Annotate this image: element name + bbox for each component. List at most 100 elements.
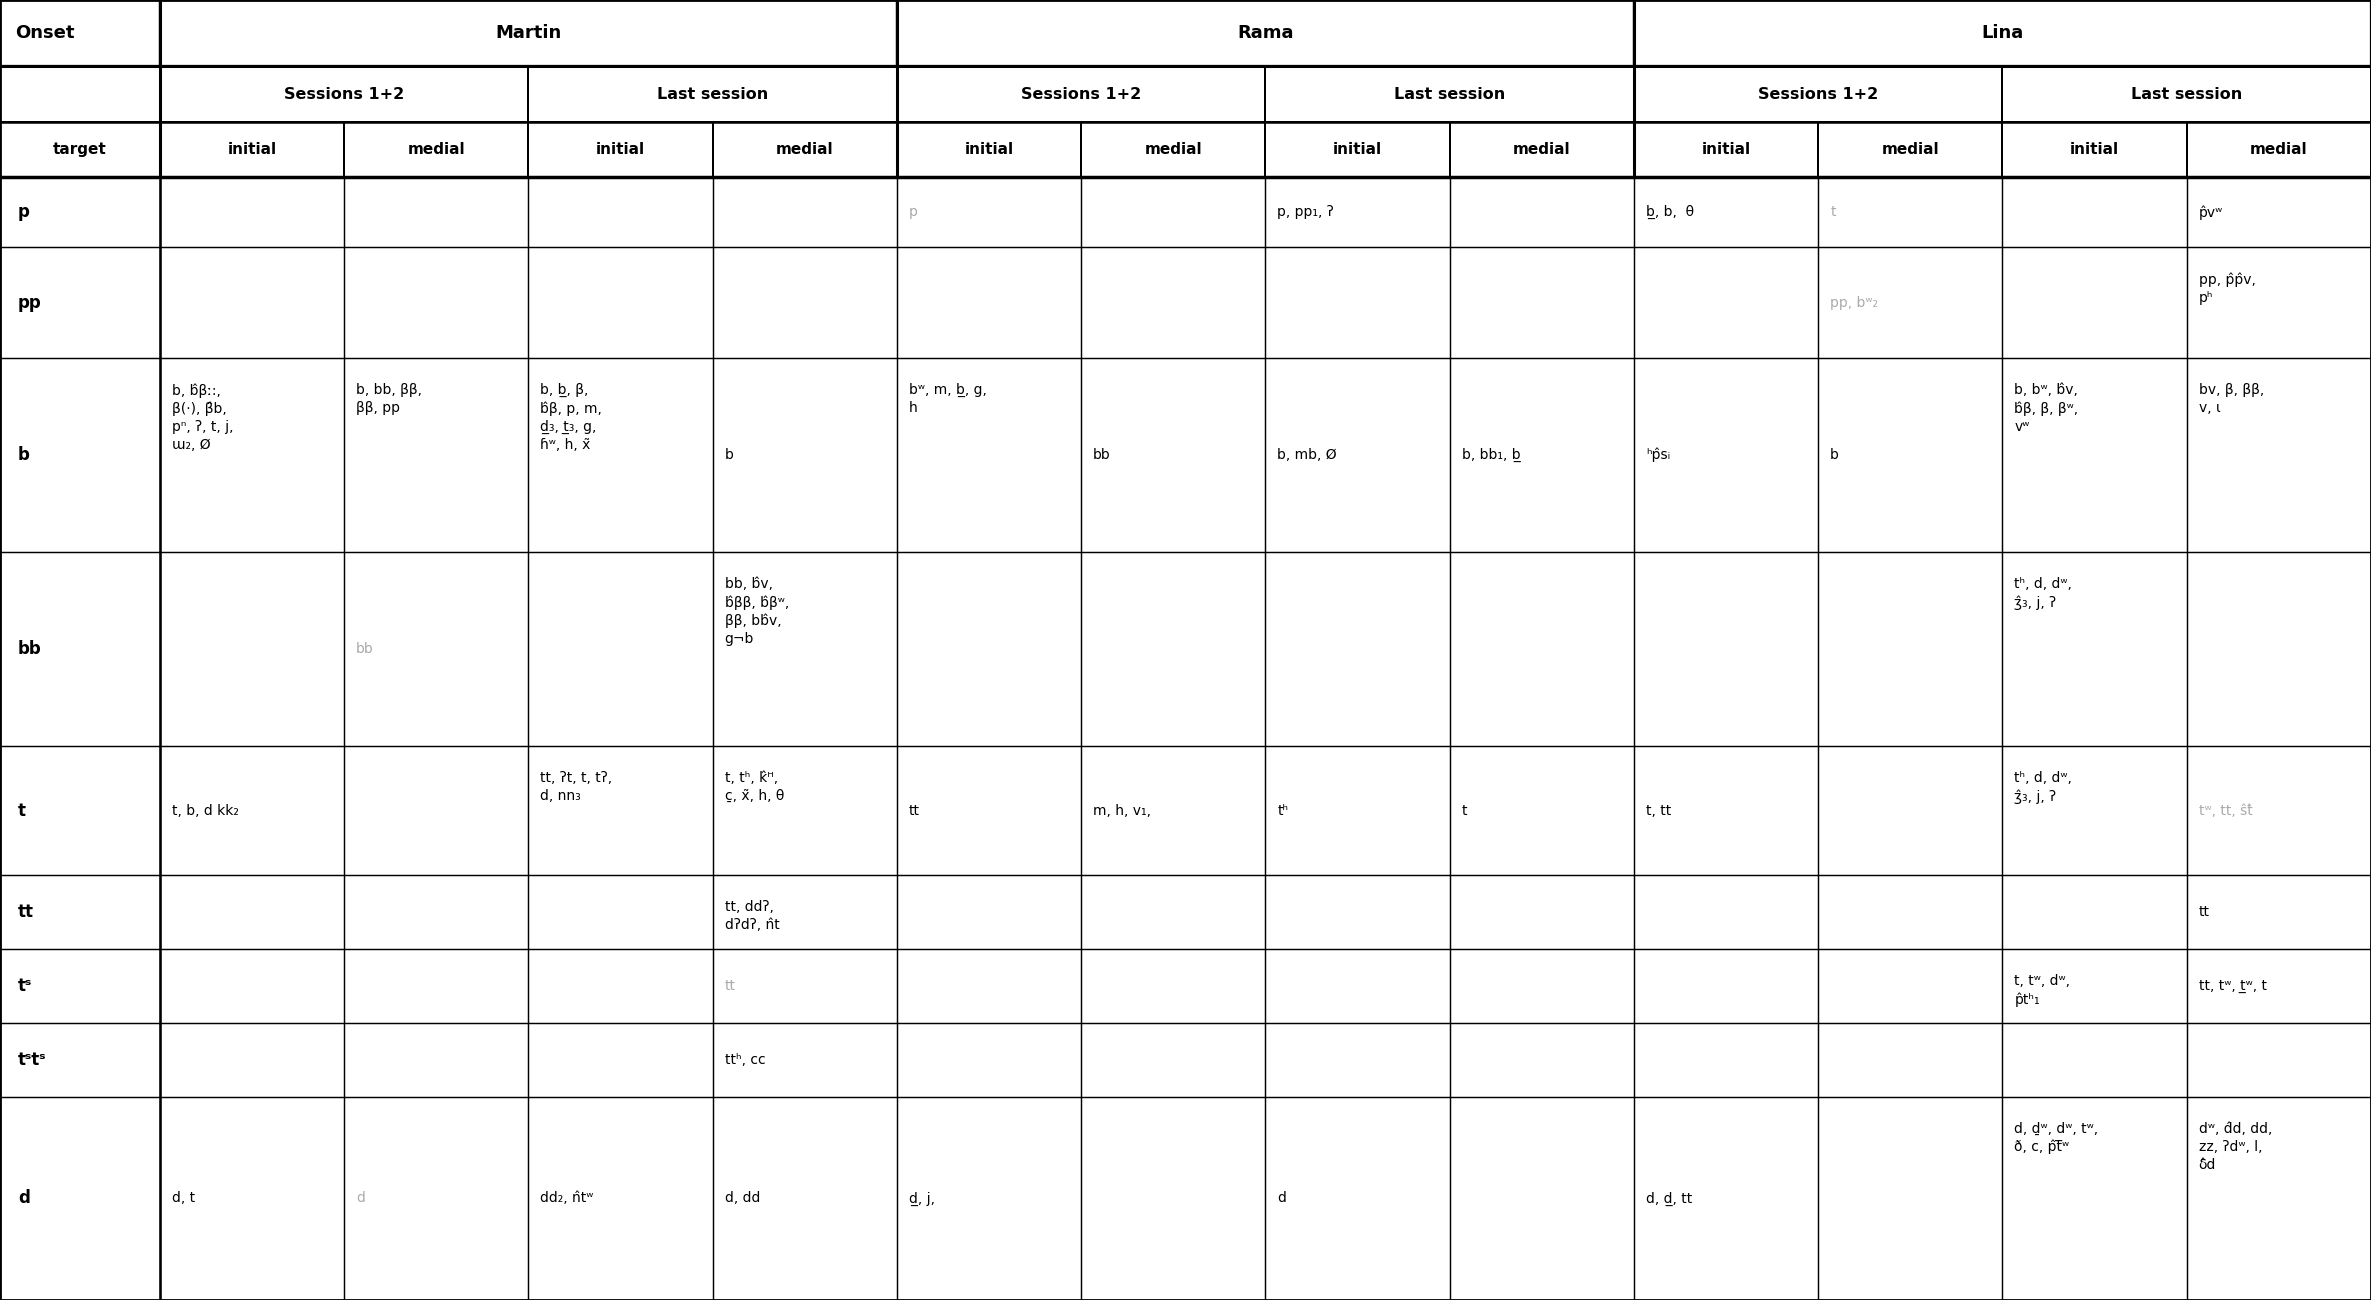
Bar: [0, 1097, 159, 1300]
Bar: [1266, 746, 1449, 875]
Bar: [2003, 177, 2186, 247]
Bar: [1634, 0, 2371, 66]
Bar: [714, 247, 896, 359]
Bar: [159, 552, 344, 746]
Text: bv, β, ββ,
v, ɩ: bv, β, ββ, v, ɩ: [2198, 384, 2264, 415]
Bar: [1081, 746, 1266, 875]
Bar: [896, 1097, 1081, 1300]
Bar: [529, 122, 714, 177]
Bar: [1634, 359, 1819, 552]
Text: tˢ: tˢ: [19, 978, 33, 994]
Text: t: t: [1463, 803, 1468, 818]
Bar: [1819, 746, 2003, 875]
Text: medial: medial: [1145, 142, 1202, 157]
Text: Martin: Martin: [496, 25, 562, 42]
Text: tt, ʔt, t, tʔ,
d, nn₃: tt, ʔt, t, tʔ, d, nn₃: [541, 771, 612, 803]
Text: Last session: Last session: [2132, 87, 2243, 101]
Bar: [714, 875, 896, 949]
Text: initial: initial: [2070, 142, 2120, 157]
Bar: [529, 177, 714, 247]
Bar: [2186, 875, 2371, 949]
Bar: [344, 1097, 529, 1300]
Text: d, dd: d, dd: [726, 1191, 761, 1205]
Text: d: d: [356, 1191, 365, 1205]
Bar: [159, 66, 529, 122]
Text: m, h, v₁,: m, h, v₁,: [1093, 803, 1152, 818]
Bar: [1081, 177, 1266, 247]
Bar: [1819, 247, 2003, 359]
Bar: [159, 746, 344, 875]
Bar: [714, 177, 896, 247]
Text: target: target: [52, 142, 107, 157]
Bar: [344, 552, 529, 746]
Text: t, tt: t, tt: [1645, 803, 1672, 818]
Bar: [1634, 949, 1819, 1023]
Text: d̲, j,: d̲, j,: [908, 1191, 934, 1205]
Bar: [1266, 1023, 1449, 1097]
Bar: [2003, 359, 2186, 552]
Text: b, b̲, β,
b̂β, p, m,
d̲₃, t̲₃, g,
ɦʷ, h, x̃: b, b̲, β, b̂β, p, m, d̲₃, t̲₃, g, ɦʷ, h,…: [541, 384, 602, 451]
Bar: [159, 1023, 344, 1097]
Bar: [1266, 875, 1449, 949]
Text: medial: medial: [775, 142, 835, 157]
Text: p̂vʷ: p̂vʷ: [2198, 205, 2224, 220]
Bar: [896, 1023, 1081, 1097]
Text: b: b: [726, 448, 733, 463]
Bar: [159, 122, 344, 177]
Bar: [0, 247, 159, 359]
Text: b̲, b,  θ: b̲, b, θ: [1645, 205, 1695, 220]
Bar: [1819, 875, 2003, 949]
Text: b: b: [1830, 448, 1840, 463]
Bar: [344, 949, 529, 1023]
Text: ttʰ, cc: ttʰ, cc: [726, 1053, 766, 1067]
Bar: [896, 177, 1081, 247]
Bar: [714, 552, 896, 746]
Bar: [2003, 122, 2186, 177]
Text: b, b̂βː:,
β(·), β̂b,
pⁿ, ʔ, t, j,
ɯ₂, Ø: b, b̂βː:, β(·), β̂b, pⁿ, ʔ, t, j, ɯ₂, Ø: [173, 384, 232, 452]
Text: pp, p̂p̂v,
pʰ: pp, p̂p̂v, pʰ: [2198, 273, 2255, 304]
Bar: [1634, 177, 1819, 247]
Text: d, t: d, t: [173, 1191, 194, 1205]
Bar: [1634, 1097, 1819, 1300]
Bar: [2003, 66, 2371, 122]
Text: Last session: Last session: [657, 87, 768, 101]
Bar: [1081, 552, 1266, 746]
Text: b, bb, ββ,
ββ, pp: b, bb, ββ, ββ, pp: [356, 384, 422, 415]
Text: initial: initial: [965, 142, 1015, 157]
Text: d: d: [19, 1190, 31, 1208]
Bar: [344, 875, 529, 949]
Text: b, bb₁, b̲: b, bb₁, b̲: [1463, 448, 1520, 463]
Bar: [159, 1097, 344, 1300]
Text: initial: initial: [1702, 142, 1750, 157]
Bar: [896, 552, 1081, 746]
Bar: [2186, 1023, 2371, 1097]
Bar: [0, 1023, 159, 1097]
Text: b, mb, Ø: b, mb, Ø: [1278, 448, 1337, 463]
Text: Last session: Last session: [1394, 87, 1506, 101]
Bar: [2186, 1097, 2371, 1300]
Bar: [1081, 122, 1266, 177]
Text: d, ḏʷ, dʷ, tʷ,
ð, c, p̂t̅ʷ: d, ḏʷ, dʷ, tʷ, ð, c, p̂t̅ʷ: [2015, 1122, 2098, 1154]
Bar: [1266, 1097, 1449, 1300]
Text: ʰp̂sᵢ: ʰp̂sᵢ: [1645, 448, 1669, 463]
Bar: [2186, 122, 2371, 177]
Text: tt: tt: [2198, 905, 2210, 919]
Bar: [2003, 746, 2186, 875]
Bar: [1266, 552, 1449, 746]
Text: bb: bb: [19, 640, 43, 658]
Bar: [714, 746, 896, 875]
Bar: [1449, 552, 1634, 746]
Bar: [529, 746, 714, 875]
Bar: [1819, 359, 2003, 552]
Bar: [1266, 949, 1449, 1023]
Bar: [714, 949, 896, 1023]
Bar: [1266, 359, 1449, 552]
Text: Onset: Onset: [14, 25, 74, 42]
Text: d, d̲, tt: d, d̲, tt: [1645, 1191, 1693, 1205]
Text: pp, bʷ₂: pp, bʷ₂: [1830, 296, 1878, 309]
Text: tt, tʷ, t̲ʷ, t: tt, tʷ, t̲ʷ, t: [2198, 979, 2267, 993]
Text: t: t: [19, 802, 26, 820]
Text: Rama: Rama: [1238, 25, 1295, 42]
Text: bʷ, m, b̲, g,
h: bʷ, m, b̲, g, h: [908, 384, 986, 415]
Bar: [1634, 875, 1819, 949]
